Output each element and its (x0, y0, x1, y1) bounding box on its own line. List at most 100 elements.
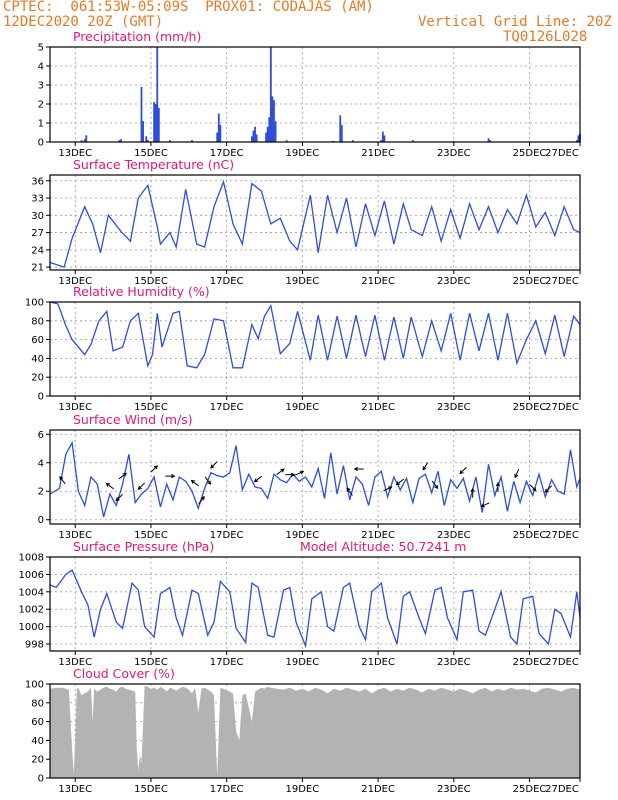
precip-bar-22 (265, 132, 268, 142)
wind-arrow-head (299, 470, 305, 475)
wind-arrow-19 (422, 462, 429, 471)
x-tick-label-6: 25DEC (513, 276, 547, 287)
temperature-line (49, 179, 581, 268)
wind-arrow-shaft (544, 485, 552, 493)
wind-arrow-1 (105, 482, 114, 490)
wind-arrow-4 (137, 482, 145, 490)
x-tick-label-0: 13DEC (58, 148, 92, 159)
wind-arrow-head (532, 487, 537, 492)
precip-bar-34 (351, 140, 354, 142)
wind-arrow-head (105, 482, 110, 487)
wind-arrow-shaft (115, 493, 123, 501)
precip-bar-41 (489, 140, 491, 142)
y-tick-label-3: 1004 (19, 587, 44, 598)
wind-arrow-10 (210, 461, 218, 469)
x-tick-label-2: 17DEC (210, 657, 244, 668)
wind-arrow-shaft (137, 482, 145, 490)
precip-bar-42 (575, 140, 578, 142)
y-tick-label-5: 5 (38, 43, 44, 54)
precip-bar-16 (217, 113, 220, 142)
y-tick-label-2: 1002 (19, 605, 44, 616)
y-tick-label-4: 1006 (19, 570, 44, 581)
x-tick-label-5: 23DEC (437, 530, 471, 541)
wind-arrow-21 (459, 466, 467, 475)
precip-bar-3 (118, 140, 121, 142)
x-tick-label-5: 23DEC (437, 657, 471, 668)
precip-bar-32 (339, 115, 342, 142)
wind-arrow-shaft (106, 482, 114, 490)
x-tick-label-1: 15DEC (134, 148, 168, 159)
precip-bar-24 (268, 117, 271, 142)
wind-arrow-13 (285, 472, 296, 477)
panel-frame (49, 429, 581, 525)
wind-arrow-18 (395, 478, 405, 486)
y-tick-label-0: 21 (31, 263, 44, 274)
x-tick-label-3: 19DEC (286, 402, 320, 413)
wind-arrow-head (190, 479, 196, 484)
wind-arrow-shaft (431, 480, 438, 489)
y-tick-label-3: 6 (38, 430, 44, 441)
wind-arrow-23 (480, 502, 490, 508)
wind-arrow-3 (118, 472, 127, 480)
wind-arrow-shaft (514, 469, 520, 478)
precip-bar-40 (487, 138, 490, 142)
x-tick-label-4: 21DEC (361, 276, 395, 287)
panel-frame (49, 301, 581, 397)
y-tick-label-4: 80 (31, 316, 44, 327)
precip-bar-15 (216, 132, 219, 142)
precip-bar-37 (383, 135, 386, 142)
x-tick-label-2: 17DEC (210, 148, 244, 159)
y-tick-label-0: 0 (38, 392, 44, 403)
panel-title-wind: Surface Wind (m/s) (73, 412, 193, 427)
panel-frame (49, 683, 581, 779)
panel-wind: 0 2 4 6 13DEC 15DEC 17DEC 19DEC 21DEC 23DEC 25DEC2… (38, 412, 581, 541)
wind-arrow-shaft (118, 473, 127, 480)
y-tick-label-4: 33 (31, 194, 44, 205)
precip-bar-20 (254, 126, 256, 142)
wind-arrow-shaft (150, 465, 158, 473)
panel-title-humidity: Relative Humidity (%) (73, 284, 210, 299)
x-tick-label-7: 27DEC (545, 657, 579, 668)
y-tick-label-2: 4 (38, 458, 44, 469)
x-tick-label-3: 19DEC (286, 148, 320, 159)
wind-arrow-shaft (294, 471, 304, 476)
y-tick-label-5: 1008 (19, 553, 44, 564)
precip-bar-28 (274, 121, 277, 142)
panel-cloud-cover: 0 20 40 60 80 100 13DEC 15DEC 17DEC 19DEC 21DEC 23D… (25, 666, 581, 795)
wind-arrow-27 (544, 485, 552, 493)
precip-bar-33 (340, 124, 343, 142)
precip-bar-10 (154, 104, 157, 142)
x-tick-label-7: 27DEC (545, 530, 579, 541)
precip-bar-38 (411, 140, 414, 142)
x-tick-label-6: 25DEC (513, 784, 547, 795)
wind-arrow-head (495, 481, 501, 487)
x-tick-label-1: 15DEC (134, 657, 168, 668)
wind-arrow-head (480, 503, 485, 508)
wind-arrow-head (514, 473, 519, 479)
wind-arrow-9 (204, 476, 212, 485)
x-tick-label-2: 17DEC (210, 784, 244, 795)
wind-arrow-head (210, 464, 215, 469)
wind-arrow-shaft (529, 484, 537, 492)
wind-arrow-head (253, 478, 259, 483)
precip-bar-0 (80, 140, 83, 142)
wind-arrow-shaft (396, 478, 405, 485)
x-tick-label-7: 27DEC (545, 784, 579, 795)
precip-bar-13 (168, 140, 171, 142)
x-tick-label-7: 27DEC (545, 148, 579, 159)
wind-arrow-16 (353, 466, 364, 472)
x-tick-label-0: 13DEC (58, 530, 92, 541)
y-tick-label-5: 100 (25, 680, 44, 691)
panel-frame (49, 46, 581, 143)
wind-arrow-head (280, 468, 285, 473)
x-tick-label-3: 19DEC (286, 784, 320, 795)
precip-bar-23 (266, 126, 269, 142)
precip-bar-12 (157, 107, 160, 142)
panel-pressure: 998 1000 1002 1004 1006 1008 13DEC 15DEC 17DEC 19… (19, 539, 581, 668)
wind-arrow-shaft (383, 486, 392, 492)
wind-arrow-shaft (210, 461, 218, 469)
x-tick-label-4: 21DEC (361, 402, 395, 413)
precip-bar-5 (140, 86, 143, 142)
x-tick-label-3: 19DEC (286, 657, 320, 668)
y-tick-label-5: 100 (25, 298, 44, 309)
